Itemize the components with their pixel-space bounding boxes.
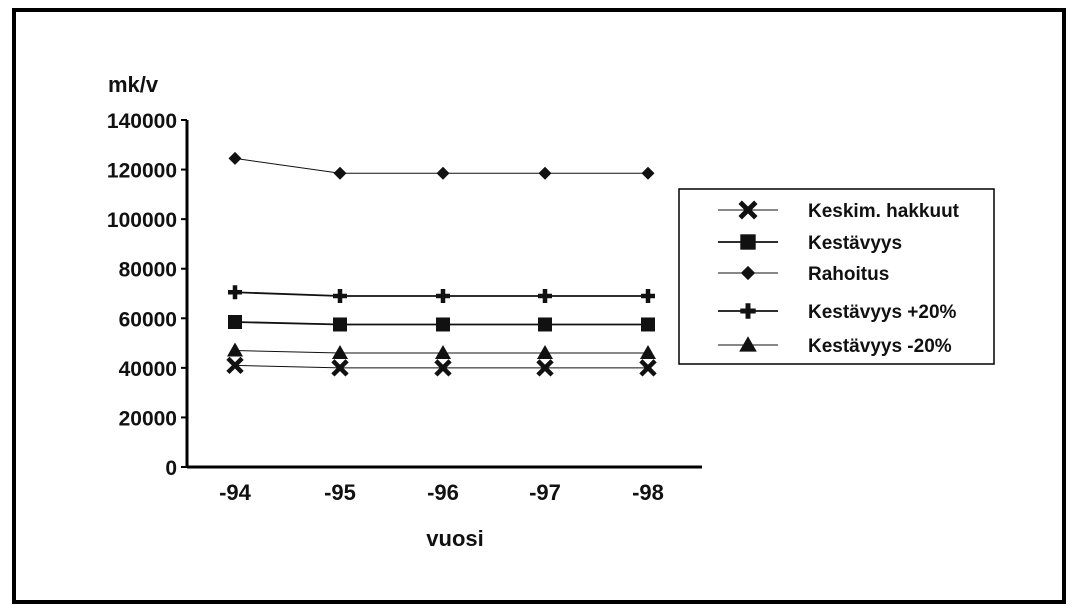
series-diamond — [228, 151, 655, 180]
legend-marker-triangle — [739, 336, 757, 352]
x-tick-label: -98 — [632, 480, 664, 505]
y-tick-labels: 0 20000 40000 60000 80000 100000 120000 140000 — [107, 110, 187, 480]
data-point-diamond — [228, 151, 242, 165]
data-point-x — [226, 356, 244, 375]
legend-entry: Kestävyys -20% — [718, 336, 952, 357]
series-square — [228, 315, 655, 332]
data-point-diamond — [641, 166, 655, 180]
legend-label: Rahoitus — [808, 264, 889, 285]
legend-label: Keskim. hakkuut — [808, 201, 960, 222]
legend-entry: Keskim. hakkuut — [718, 200, 960, 222]
data-point-triangle — [537, 344, 553, 359]
series-x — [226, 356, 657, 377]
x-tick-label: -94 — [219, 480, 252, 505]
data-point-x — [331, 359, 349, 377]
legend-marker-x — [738, 200, 758, 220]
data-point-square — [436, 317, 450, 332]
x-tick-labels: -94 -95 -96 -97 -98 — [219, 480, 664, 505]
legend-label: Kestävyys +20% — [808, 302, 957, 323]
data-point-diamond — [436, 166, 450, 180]
data-point-plus — [333, 288, 347, 303]
y-tick-label: 80000 — [119, 259, 177, 282]
legend-entry: Rahoitus — [718, 264, 889, 285]
y-tick-label: 60000 — [119, 308, 177, 331]
series-group — [226, 151, 657, 377]
data-point-plus — [538, 288, 552, 303]
legend-label: Kestävyys -20% — [808, 336, 952, 357]
data-point-diamond — [333, 166, 347, 180]
y-tick-label: 100000 — [107, 209, 177, 232]
data-point-square — [641, 317, 655, 332]
legend-label: Kestävyys — [808, 233, 902, 254]
x-tick-label: -95 — [324, 480, 356, 505]
x-tick-label: -97 — [529, 480, 561, 505]
y-tick-label: 140000 — [107, 110, 177, 133]
data-point-plus — [641, 288, 655, 303]
data-point-x — [536, 359, 554, 377]
legend-marker-plus — [740, 303, 756, 319]
legend: Keskim. hakkuut Kestävyys Rahoitus Kestävyy… — [718, 200, 960, 357]
series-plus — [228, 285, 655, 303]
data-point-triangle — [332, 344, 348, 359]
x-axis-label: vuosi — [426, 526, 483, 551]
legend-marker-diamond — [740, 265, 756, 281]
y-tick-label: 20000 — [119, 407, 177, 430]
legend-entry: Kestävyys +20% — [718, 302, 957, 323]
series-triangle — [227, 342, 656, 359]
legend-marker-square — [740, 234, 756, 250]
legend-box — [678, 188, 995, 365]
data-point-square — [333, 317, 347, 332]
y-tick-label: 120000 — [107, 160, 177, 183]
data-point-triangle — [227, 342, 243, 357]
data-point-x — [639, 359, 657, 377]
y-tick-label: 0 — [165, 457, 177, 480]
legend-entry: Kestävyys — [718, 233, 902, 254]
data-point-triangle — [640, 344, 656, 359]
data-point-plus — [228, 285, 242, 300]
data-point-plus — [436, 288, 450, 303]
data-point-x — [434, 359, 452, 377]
data-point-square — [538, 317, 552, 332]
x-tick-label: -96 — [427, 480, 459, 505]
y-tick-label: 40000 — [119, 358, 177, 381]
data-point-square — [228, 315, 242, 330]
data-point-diamond — [538, 166, 552, 180]
data-point-triangle — [435, 344, 451, 359]
y-axis-label: mk/v — [108, 72, 159, 97]
